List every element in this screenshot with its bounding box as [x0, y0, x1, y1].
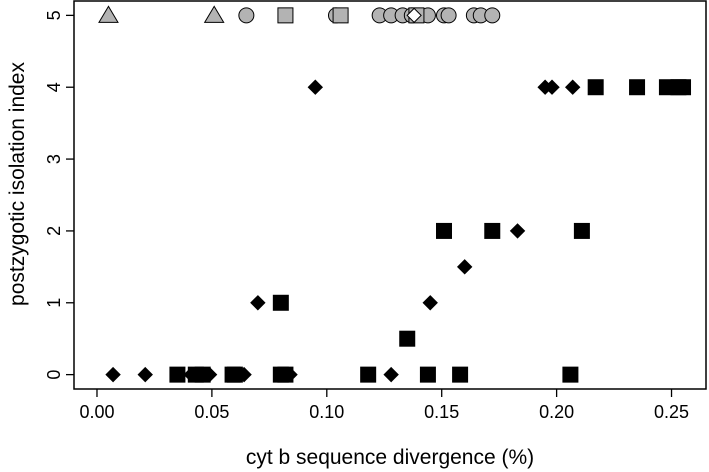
triangle-point	[203, 5, 225, 23]
square-point	[484, 222, 501, 239]
diamond-point	[406, 7, 422, 24]
diamond-point	[250, 295, 266, 311]
square-point	[169, 366, 186, 383]
y-tick-label: 4	[44, 82, 64, 92]
diamond-point	[183, 366, 199, 383]
square-point	[277, 7, 294, 24]
x-axis-title: cyt b sequence divergence (%)	[246, 446, 534, 469]
plot-frame	[73, 0, 707, 390]
triangle-point	[98, 5, 119, 23]
diamond-point	[383, 366, 399, 383]
square-point	[419, 366, 436, 383]
square-point	[436, 222, 453, 239]
x-axis: 0.00 0.05 0.10 0.15 0.20 0.25	[79, 389, 689, 422]
y-tick-label: 5	[44, 10, 64, 20]
diamond-point	[544, 79, 560, 95]
x-tick-label: 0.00	[79, 402, 114, 422]
diamond-point	[422, 295, 438, 311]
y-tick-label: 0	[44, 370, 64, 380]
square-point	[360, 366, 377, 383]
x-tick-label: 0.05	[194, 402, 229, 422]
square-point	[562, 366, 579, 383]
y-axis: 0 1 2 3 4 5	[44, 10, 74, 380]
y-tick-label: 1	[44, 298, 64, 308]
square-point	[452, 366, 469, 383]
square-point	[587, 79, 604, 96]
square-point	[399, 330, 416, 347]
square-point	[573, 222, 590, 239]
square-point	[629, 79, 646, 96]
diamond-point	[137, 366, 153, 383]
square-point	[272, 294, 289, 311]
x-tick-label: 0.25	[654, 402, 689, 422]
diamond-point	[201, 366, 218, 383]
data-marks	[98, 5, 692, 383]
square-point	[675, 79, 692, 96]
diamond-point	[105, 366, 121, 383]
y-tick-label: 2	[44, 226, 64, 236]
y-tick-label: 3	[44, 154, 64, 164]
circle-point	[238, 7, 255, 24]
square-point	[332, 7, 349, 24]
x-tick-label: 0.10	[309, 402, 344, 422]
y-axis-title: postzygotic isolation index	[6, 62, 29, 306]
diamond-point	[236, 366, 252, 383]
diamond-point	[307, 79, 324, 95]
diamond-point	[282, 366, 298, 383]
diamond-point	[456, 259, 473, 275]
x-tick-label: 0.15	[424, 402, 459, 422]
diamond-point	[509, 223, 526, 239]
diamond-point	[564, 79, 581, 95]
x-tick-label: 0.20	[539, 402, 574, 422]
circle-point	[484, 7, 501, 24]
circle-point	[440, 7, 457, 24]
